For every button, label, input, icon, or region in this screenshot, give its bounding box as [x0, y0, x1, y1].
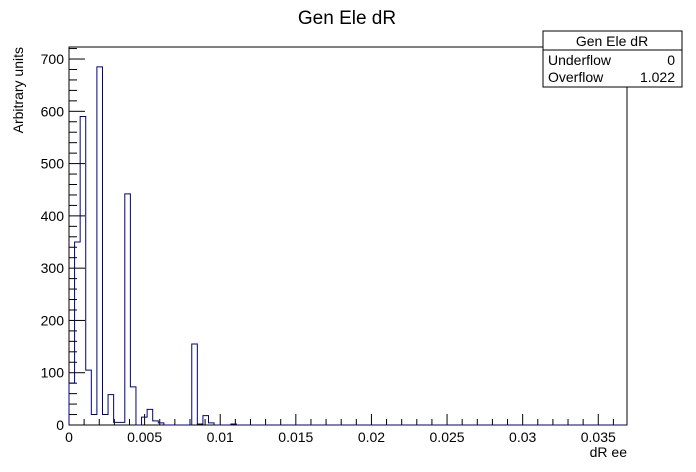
y-tick-label: 100: [41, 365, 65, 381]
x-tick-label: 0.035: [581, 429, 616, 445]
stats-box-frame: [542, 30, 683, 88]
stats-underflow-label: Underflow: [548, 52, 612, 68]
stats-overflow-label: Overflow: [548, 69, 604, 85]
histogram-series-line: [68, 66, 627, 426]
y-tick-label: 200: [41, 312, 65, 328]
x-tick-label: 0.015: [278, 429, 313, 445]
stats-box: Gen Ele dR Underflow 0 Overflow 1.022: [542, 30, 683, 88]
x-axis-tick-labels: 0 0.005 0.01 0.015 0.02 0.025 0.03 0.035: [65, 429, 616, 445]
chart-title: Gen Ele dR: [298, 8, 396, 29]
stats-underflow-value: 0: [667, 52, 675, 68]
y-tick-label: 400: [41, 208, 65, 224]
y-axis-label: Arbitrary units: [10, 47, 26, 133]
x-tick-label: 0.02: [358, 429, 385, 445]
x-tick-label: 0.025: [430, 429, 465, 445]
y-tick-label: 0: [56, 417, 64, 433]
y-axis-ticks: [69, 48, 85, 426]
y-tick-label: 500: [41, 156, 65, 172]
x-axis-label: dR ee: [590, 444, 628, 460]
y-axis-tick-labels: 0 100 200 300 400 500 600 700: [41, 51, 65, 433]
x-axis-ticks: [68, 414, 614, 425]
x-tick-label: 0.01: [207, 429, 234, 445]
y-tick-label: 700: [41, 51, 65, 67]
y-tick-label: 600: [41, 103, 65, 119]
stats-box-title: Gen Ele dR: [576, 33, 648, 49]
y-tick-label: 300: [41, 260, 65, 276]
x-tick-label: 0: [65, 429, 73, 445]
x-tick-label: 0.005: [127, 429, 162, 445]
x-tick-label: 0.03: [509, 429, 536, 445]
stats-overflow-value: 1.022: [640, 69, 675, 85]
plot-frame: [68, 46, 628, 426]
